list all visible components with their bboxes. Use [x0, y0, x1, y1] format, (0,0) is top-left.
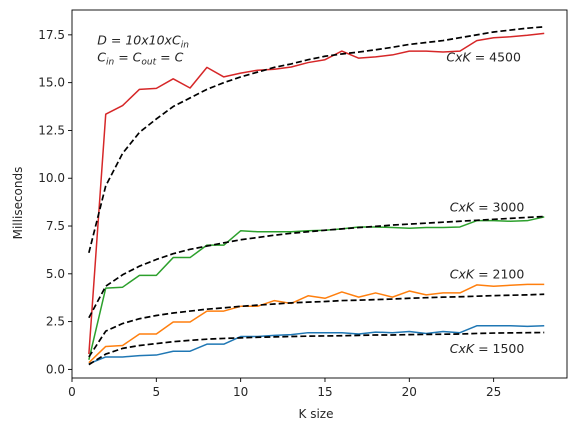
y-tick-label: 12.5	[38, 123, 65, 137]
y-tick-label: 10.0	[38, 171, 65, 185]
series-line-f3000	[88, 215, 545, 319]
y-tick-label: 7.5	[46, 219, 65, 233]
y-tick-label: 17.5	[38, 28, 65, 42]
y-tick-label: 2.5	[46, 315, 65, 329]
series-line-s2100	[88, 283, 545, 364]
y-tick-label: 15.0	[38, 76, 65, 90]
plot-area	[88, 25, 545, 366]
x-tick-label: 5	[153, 385, 161, 399]
x-tick-label: 25	[486, 385, 501, 399]
annotation-ck1500: CxK = 1500	[450, 341, 525, 356]
y-tick-label: 5.0	[46, 267, 65, 281]
annotation-eq_c: Cin = Cout = C	[97, 50, 183, 68]
x-tick-label: 10	[233, 385, 248, 399]
annotation-ck4500: CxK = 4500	[446, 50, 521, 65]
annotation-eq_d: D = 10x10xCin	[97, 32, 189, 50]
series-line-f4500	[88, 25, 545, 253]
series-line-s4500	[88, 32, 545, 355]
axes-frame	[71, 9, 568, 379]
x-tick-label: 15	[317, 385, 332, 399]
x-tick-label: 20	[402, 385, 417, 399]
y-tick-label: 0.0	[46, 362, 65, 376]
annotation-ck3000: CxK = 3000	[450, 200, 525, 215]
x-tick-label: 0	[68, 385, 76, 399]
annotation-ck2100: CxK = 2100	[450, 267, 525, 282]
series-line-f2100	[88, 293, 545, 358]
series-line-s1500	[88, 325, 545, 365]
x-axis-label: K size	[299, 407, 334, 421]
axes: 0 5 10 15 20 25 0.0 2.5 5.0 7.5 10.0 12.5 15.0 17.5	[38, 9, 568, 399]
y-axis-label: Milliseconds	[11, 167, 25, 240]
